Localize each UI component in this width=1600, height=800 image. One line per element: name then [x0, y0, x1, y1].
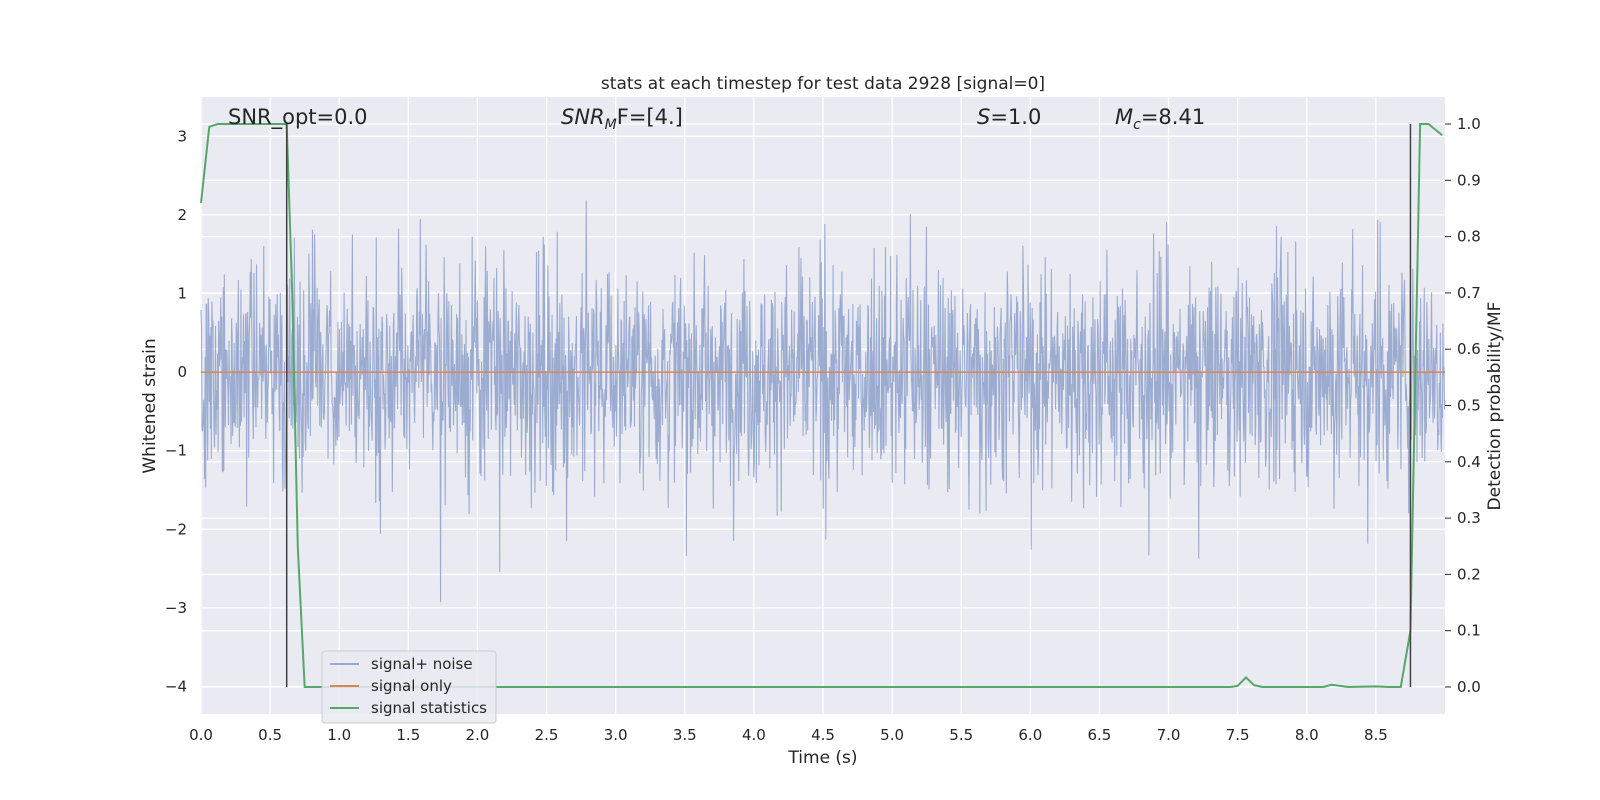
- x-tick-label-6: 3.0: [604, 726, 628, 744]
- x-tick-label-8: 4.0: [742, 726, 766, 744]
- left-y-tick-label-1: −3: [165, 599, 187, 617]
- s-var: S: [977, 105, 990, 129]
- chart-title: stats at each timestep for test data 292…: [601, 74, 1045, 94]
- snr-mf-sub: M: [605, 117, 617, 133]
- right-y-tick-label-7: 0.7: [1457, 284, 1481, 302]
- x-tick-label-0: 0.0: [189, 726, 213, 744]
- legend-label-signal-noise: signal+ noise: [371, 655, 473, 673]
- left-y-tick-label-0: −4: [165, 677, 187, 695]
- left-y-tick-label-2: −2: [165, 520, 187, 538]
- left-y-axis-ticks: −4 −3 −2 −1 0 1 2 3: [165, 127, 187, 695]
- left-y-tick-label-4: 0: [177, 363, 187, 381]
- x-tick-label-4: 2.0: [466, 726, 490, 744]
- mc-rest: =8.41: [1141, 105, 1205, 129]
- x-axis-ticks: 0.0 0.5 1.0 1.5 2.0 2.5 3.0 3.5 4.0 4.5 5.0 5.5 6.0 6…: [189, 726, 1388, 744]
- x-tick-label-10: 5.0: [880, 726, 904, 744]
- x-tick-label-17: 8.5: [1364, 726, 1388, 744]
- x-tick-label-16: 8.0: [1295, 726, 1319, 744]
- left-y-tick-label-5: 1: [177, 284, 187, 302]
- annotation-s: S=1.0: [977, 105, 1041, 129]
- x-tick-label-5: 2.5: [535, 726, 559, 744]
- mc-sub: c: [1133, 117, 1141, 133]
- snr-mf-main: SNR: [561, 105, 605, 129]
- legend-box: [321, 650, 497, 724]
- right-y-tick-label-6: 0.6: [1457, 340, 1481, 358]
- x-tick-label-2: 1.0: [327, 726, 351, 744]
- annotation-snr-opt: SNR_opt=0.0: [228, 105, 368, 130]
- mc-var: M: [1115, 105, 1133, 129]
- left-y-tick-label-3: −1: [165, 442, 187, 460]
- left-y-axis-label: Whitened strain: [140, 338, 160, 473]
- x-tick-label-13: 6.5: [1088, 726, 1112, 744]
- right-y-axis-ticks: 0.0 0.1 0.2 0.3 0.4 0.5 0.6 0.7 0.8 0.9 1.0: [1445, 115, 1481, 696]
- series-signal-noise: [200, 200, 1446, 603]
- right-y-tick-label-0: 0.0: [1457, 678, 1481, 696]
- right-y-tick-label-9: 0.9: [1457, 171, 1481, 189]
- legend-label-signal-statistics: signal statistics: [371, 699, 487, 717]
- x-tick-label-11: 5.5: [949, 726, 973, 744]
- noise-trace: [200, 200, 1446, 603]
- legend: signal+ noise signal only signal statist…: [321, 650, 497, 724]
- right-y-axis-label: Detection probability/MF: [1485, 302, 1505, 511]
- right-y-tick-label-4: 0.4: [1457, 453, 1481, 471]
- right-y-tick-label-1: 0.1: [1457, 622, 1481, 640]
- left-y-tick-label-7: 3: [177, 127, 187, 145]
- annotation-snr-mf: SNRMF=[4.]: [561, 105, 683, 133]
- vertical-markers: [285, 124, 1412, 687]
- left-y-tick-label-6: 2: [177, 206, 187, 224]
- x-axis-label: Time (s): [787, 748, 857, 768]
- x-tick-label-14: 7.0: [1157, 726, 1181, 744]
- s-rest: =1.0: [990, 105, 1041, 129]
- right-y-tick-label-10: 1.0: [1457, 115, 1481, 133]
- x-tick-label-9: 4.5: [811, 726, 835, 744]
- legend-label-signal-only: signal only: [371, 677, 452, 695]
- annotation-mc: Mc=8.41: [1115, 105, 1205, 133]
- x-tick-label-3: 1.5: [396, 726, 420, 744]
- right-y-tick-label-2: 0.2: [1457, 565, 1481, 583]
- x-tick-label-12: 6.0: [1018, 726, 1042, 744]
- right-y-tick-label-5: 0.5: [1457, 397, 1481, 415]
- snr-mf-rest: F=[4.]: [617, 105, 683, 129]
- right-y-tick-label-8: 0.8: [1457, 228, 1481, 246]
- right-y-tick-label-3: 0.3: [1457, 509, 1481, 527]
- x-tick-label-15: 7.5: [1226, 726, 1250, 744]
- x-tick-label-7: 3.5: [673, 726, 697, 744]
- x-tick-label-1: 0.5: [258, 726, 282, 744]
